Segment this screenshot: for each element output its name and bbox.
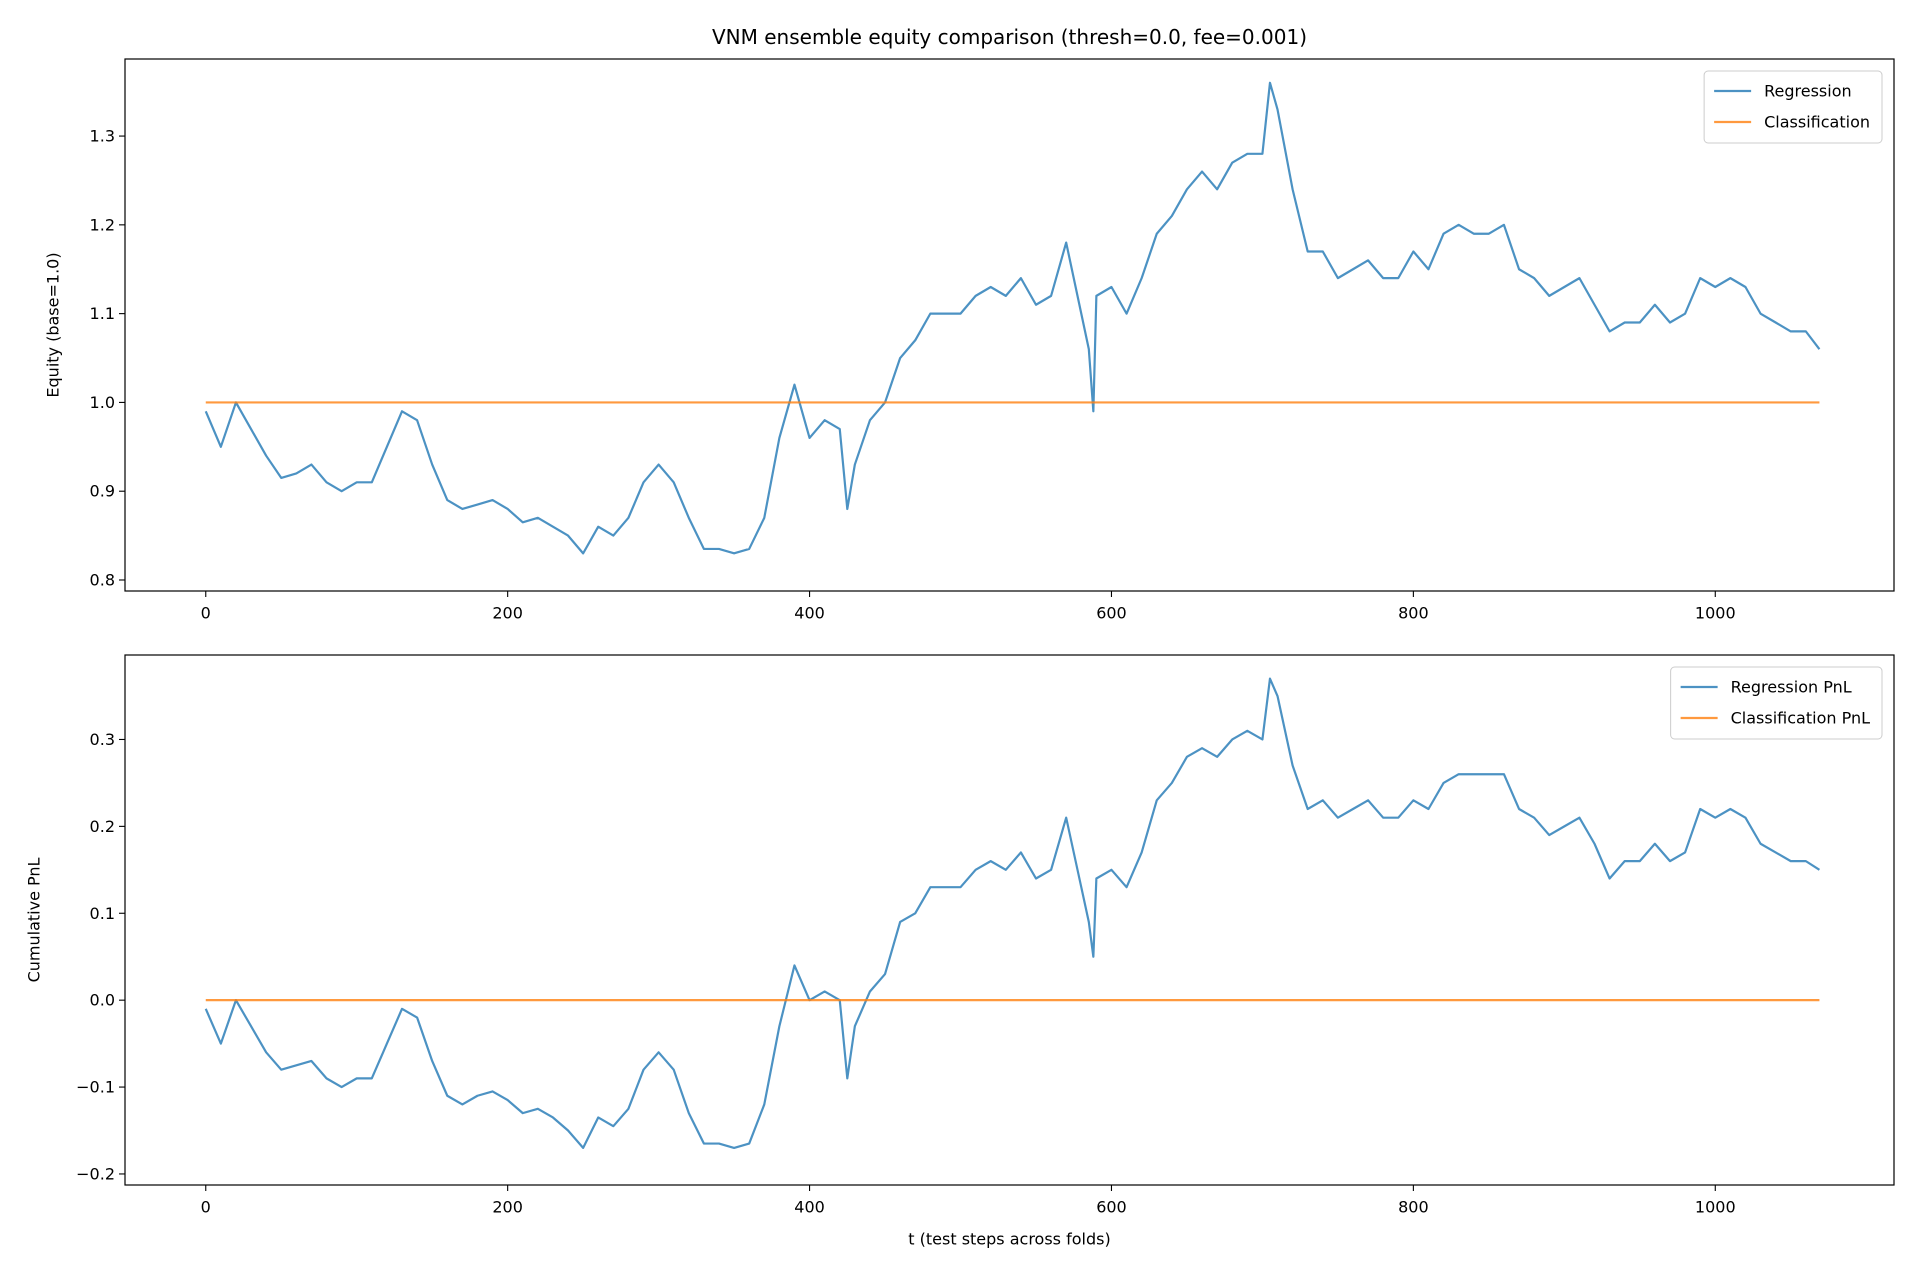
y-tick-label: 0.1 [90, 904, 115, 923]
axes-frame [124, 58, 1895, 592]
legend-box [1703, 70, 1883, 144]
x-axis-label: t (test steps across folds) [908, 1230, 1110, 1249]
series-line [204, 81, 1821, 555]
y-tick-label: 1.2 [90, 215, 115, 234]
y-tick-label: 0.3 [90, 730, 115, 749]
x-tick-label: 0 [201, 1198, 211, 1217]
x-tick-label: 1000 [1695, 604, 1736, 623]
y-tick-label: 1.1 [90, 304, 115, 323]
y-tick-label: −0.2 [76, 1164, 115, 1183]
subplot: 0 200 400 600 800 1000 −0.2 −0.1 0.0 0.1 0.2 0.3 Cum… [25, 654, 1895, 1249]
y-tick-label: 1.0 [90, 393, 115, 412]
x-tick-label: 800 [1398, 604, 1429, 623]
subplot: 0 200 400 600 800 1000 0.8 0.9 1.0 1.1 1.2 1.3 VNM e… [44, 25, 1895, 623]
x-tick-label: 1000 [1695, 1198, 1736, 1217]
x-tick-label: 400 [794, 604, 825, 623]
y-tick-label: −0.1 [76, 1078, 115, 1097]
legend-label: Classification PnL [1731, 709, 1870, 728]
legend-box [1670, 666, 1883, 740]
x-tick-label: 600 [1096, 604, 1127, 623]
legend: Regression Classification [1703, 70, 1883, 144]
x-tick-label: 800 [1398, 1198, 1429, 1217]
x-tick-label: 200 [492, 1198, 523, 1217]
legend-label: Regression PnL [1731, 678, 1852, 697]
y-tick-label: 0.2 [90, 817, 115, 836]
legend: Regression PnL Classification PnL [1670, 666, 1883, 740]
y-axis-label: Equity (base=1.0) [44, 252, 63, 397]
x-tick-label: 200 [492, 604, 523, 623]
y-tick-label: 0.9 [90, 482, 115, 501]
chart-title: VNM ensemble equity comparison (thresh=0… [712, 25, 1307, 49]
series-line [204, 677, 1821, 1149]
legend-label: Regression [1764, 82, 1852, 101]
y-tick-label: 1.3 [90, 127, 115, 146]
y-tick-label: 0.0 [90, 991, 115, 1010]
x-tick-label: 400 [794, 1198, 825, 1217]
y-axis-label: Cumulative PnL [25, 858, 44, 983]
legend-label: Classification [1764, 113, 1870, 132]
x-tick-label: 0 [201, 604, 211, 623]
y-tick-label: 0.8 [90, 570, 115, 589]
axes-frame [124, 654, 1895, 1186]
x-tick-label: 600 [1096, 1198, 1127, 1217]
